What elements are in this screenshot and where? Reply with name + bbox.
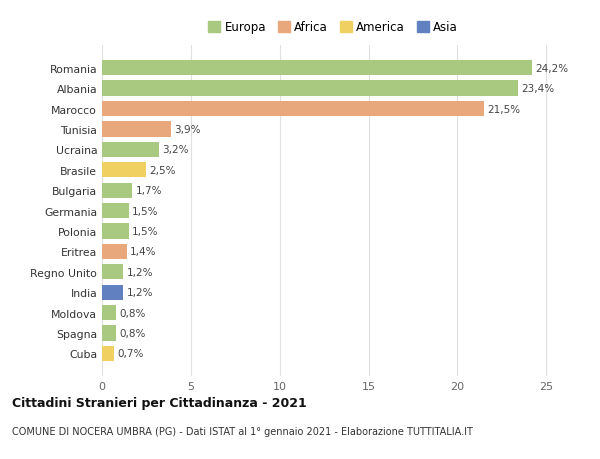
Legend: Europa, Africa, America, Asia: Europa, Africa, America, Asia bbox=[205, 19, 461, 37]
Text: 1,5%: 1,5% bbox=[132, 206, 158, 216]
Bar bbox=[102, 61, 532, 76]
Bar bbox=[102, 264, 124, 280]
Text: 24,2%: 24,2% bbox=[535, 63, 568, 73]
Text: 3,2%: 3,2% bbox=[162, 145, 188, 155]
Text: 1,2%: 1,2% bbox=[127, 288, 153, 297]
Text: 1,7%: 1,7% bbox=[136, 186, 162, 196]
Text: 3,9%: 3,9% bbox=[175, 125, 201, 134]
Bar bbox=[102, 122, 172, 137]
Text: 2,5%: 2,5% bbox=[149, 165, 176, 175]
Bar bbox=[102, 163, 146, 178]
Bar bbox=[102, 101, 484, 117]
Bar bbox=[102, 244, 127, 259]
Text: 1,2%: 1,2% bbox=[127, 267, 153, 277]
Text: 21,5%: 21,5% bbox=[487, 104, 520, 114]
Bar bbox=[102, 142, 159, 158]
Text: 1,4%: 1,4% bbox=[130, 247, 157, 257]
Bar bbox=[102, 203, 128, 219]
Text: 23,4%: 23,4% bbox=[521, 84, 554, 94]
Bar bbox=[102, 81, 518, 96]
Text: 1,5%: 1,5% bbox=[132, 227, 158, 236]
Text: COMUNE DI NOCERA UMBRA (PG) - Dati ISTAT al 1° gennaio 2021 - Elaborazione TUTTI: COMUNE DI NOCERA UMBRA (PG) - Dati ISTAT… bbox=[12, 426, 473, 436]
Text: Cittadini Stranieri per Cittadinanza - 2021: Cittadini Stranieri per Cittadinanza - 2… bbox=[12, 396, 307, 409]
Bar bbox=[102, 285, 124, 300]
Text: 0,7%: 0,7% bbox=[118, 349, 144, 359]
Bar bbox=[102, 346, 115, 361]
Bar bbox=[102, 183, 132, 198]
Text: 0,8%: 0,8% bbox=[119, 328, 146, 338]
Bar bbox=[102, 326, 116, 341]
Bar bbox=[102, 305, 116, 321]
Bar bbox=[102, 224, 128, 239]
Text: 0,8%: 0,8% bbox=[119, 308, 146, 318]
